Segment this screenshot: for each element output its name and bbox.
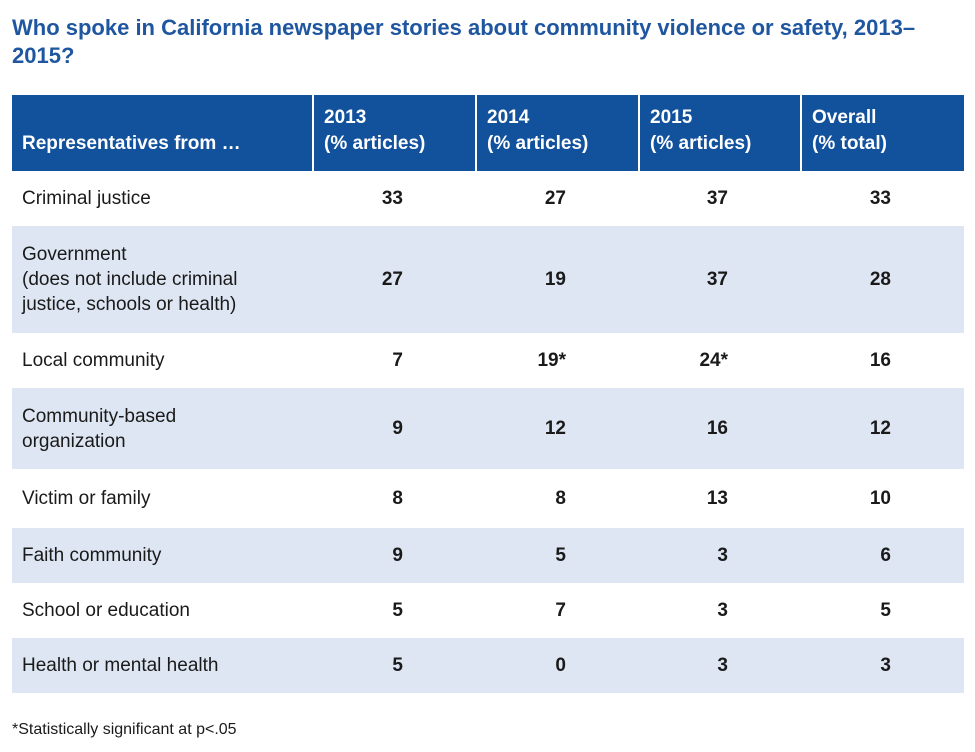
column-header-2014: 2014 (% articles): [475, 95, 639, 171]
chart-title: Who spoke in California newspaper storie…: [12, 15, 916, 68]
column-header-line1: Representatives from …: [22, 133, 241, 154]
header-row: Representatives from … 2013 (% articles)…: [12, 95, 964, 171]
cell-value: 12: [801, 388, 964, 469]
table-row: Local community 7 19* 24* 16: [12, 333, 964, 388]
table-row: Community-based organization 9 12 16 12: [12, 388, 964, 469]
cell-value: 12: [476, 388, 639, 469]
row-label: School or education: [12, 583, 313, 638]
cell-value: 7: [313, 333, 476, 388]
cell-value: 9: [313, 528, 476, 583]
table-body: Criminal justice 33 27 37 33 Government (does…: [12, 171, 964, 693]
row-label: Victim or family: [12, 469, 313, 528]
table-row: Criminal justice 33 27 37 33: [12, 171, 964, 226]
cell-value: 10: [801, 469, 964, 528]
column-header-line2: (% articles): [650, 133, 752, 154]
column-header-overall: Overall (% total): [800, 95, 964, 171]
column-header-line1: 2013: [324, 107, 367, 128]
cell-value: 7: [476, 583, 639, 638]
cell-value: 33: [801, 171, 964, 226]
row-label: Local community: [12, 333, 313, 388]
column-header-line2: (% articles): [487, 133, 589, 154]
cell-value: 5: [313, 583, 476, 638]
column-header-line2: (% total): [812, 133, 887, 154]
cell-value: 8: [313, 469, 476, 528]
table-row: Government (does not include criminal ju…: [12, 226, 964, 333]
cell-value: 24*: [639, 333, 801, 388]
row-label: Health or mental health: [12, 638, 313, 693]
cell-value: 37: [639, 171, 801, 226]
table-row: Victim or family 8 8 13 10: [12, 469, 964, 528]
row-label: Government (does not include criminal ju…: [12, 226, 313, 333]
row-label: Faith community: [12, 528, 313, 583]
column-header-line1: Overall: [812, 107, 877, 128]
cell-value: 28: [801, 226, 964, 333]
table-row: Faith community 9 5 3 6: [12, 528, 964, 583]
cell-value: 16: [801, 333, 964, 388]
cell-value: 19: [476, 226, 639, 333]
cell-value: 5: [801, 583, 964, 638]
row-label: Criminal justice: [12, 171, 313, 226]
cell-value: 33: [313, 171, 476, 226]
cell-value: 5: [313, 638, 476, 693]
cell-value: 8: [476, 469, 639, 528]
cell-value: 3: [639, 638, 801, 693]
cell-value: 27: [313, 226, 476, 333]
cell-value: 0: [476, 638, 639, 693]
data-table: Representatives from … 2013 (% articles)…: [12, 95, 964, 693]
column-header-line2: (% articles): [324, 133, 426, 154]
cell-value: 37: [639, 226, 801, 333]
cell-value: 6: [801, 528, 964, 583]
column-header-2015: 2015 (% articles): [638, 95, 801, 171]
cell-value: 5: [476, 528, 639, 583]
cell-value: 27: [476, 171, 639, 226]
cell-value: 9: [313, 388, 476, 469]
column-header-representatives: Representatives from …: [12, 95, 313, 171]
table-row: Health or mental health 5 0 3 3: [12, 638, 964, 693]
column-header-2013: 2013 (% articles): [312, 95, 476, 171]
column-header-line1: 2015: [650, 107, 693, 128]
row-label: Community-based organization: [12, 388, 313, 469]
footnote: *Statistically significant at p<.05: [12, 721, 237, 738]
cell-value: 3: [639, 528, 801, 583]
cell-value: 3: [801, 638, 964, 693]
table-row: School or education 5 7 3 5: [12, 583, 964, 638]
column-header-line1: 2014: [487, 107, 530, 128]
cell-value: 19*: [476, 333, 639, 388]
cell-value: 16: [639, 388, 801, 469]
cell-value: 13: [639, 469, 801, 528]
cell-value: 3: [639, 583, 801, 638]
